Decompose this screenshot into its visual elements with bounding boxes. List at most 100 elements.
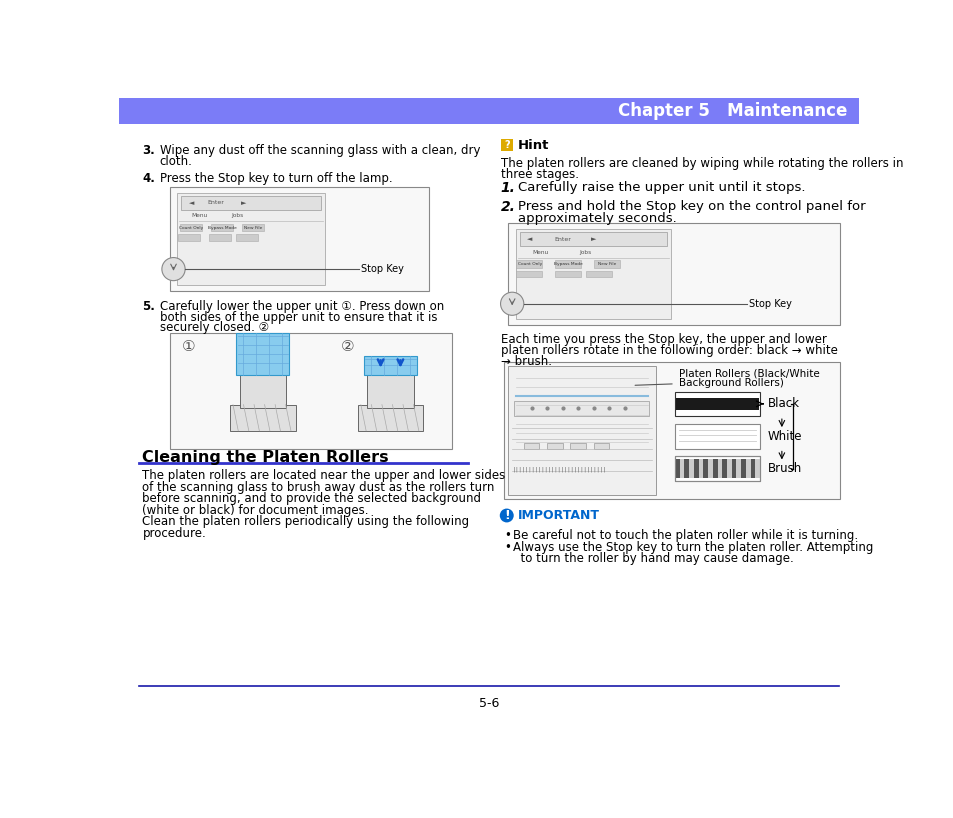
Text: Black: Black xyxy=(767,398,799,411)
Bar xyxy=(177,193,324,285)
Bar xyxy=(212,223,233,231)
Bar xyxy=(585,271,612,276)
Text: to turn the roller by hand may cause damage.: to turn the roller by hand may cause dam… xyxy=(513,551,793,564)
Text: (white or black) for document images.: (white or black) for document images. xyxy=(142,504,369,517)
Bar xyxy=(721,459,726,478)
Text: ?: ? xyxy=(503,140,509,151)
Bar xyxy=(674,392,760,416)
Bar xyxy=(750,459,755,478)
Text: Jobs: Jobs xyxy=(232,213,244,218)
Bar xyxy=(674,459,679,478)
Text: •: • xyxy=(504,528,511,542)
Bar xyxy=(180,223,202,231)
Text: Background Rollers): Background Rollers) xyxy=(679,379,782,389)
Bar xyxy=(674,424,760,448)
Bar xyxy=(519,232,666,246)
Circle shape xyxy=(500,292,523,315)
Text: Be careful not to touch the platen roller while it is turning.: Be careful not to touch the platen rolle… xyxy=(513,528,857,542)
Text: procedure.: procedure. xyxy=(142,527,206,540)
Text: 2.: 2. xyxy=(500,200,515,213)
Bar xyxy=(170,187,429,290)
Text: approximately seconds.: approximately seconds. xyxy=(517,212,676,225)
Text: before scanning, and to provide the selected background: before scanning, and to provide the sele… xyxy=(142,492,481,506)
Bar xyxy=(364,356,416,375)
Bar xyxy=(555,271,580,276)
Bar xyxy=(674,456,760,481)
Text: Bypass Mode: Bypass Mode xyxy=(208,226,236,230)
Text: ②: ② xyxy=(341,339,355,354)
Text: Wipe any dust off the scanning glass with a clean, dry: Wipe any dust off the scanning glass wit… xyxy=(159,144,479,157)
Bar xyxy=(170,333,452,448)
Bar xyxy=(239,372,285,408)
Bar xyxy=(508,222,840,326)
Text: ◄: ◄ xyxy=(527,236,532,242)
Text: platen rollers rotate in the following order: black → white: platen rollers rotate in the following o… xyxy=(500,344,837,357)
Text: |||||||||||||||||||||||||||||: ||||||||||||||||||||||||||||| xyxy=(512,466,606,472)
Text: both sides of the upper unit to ensure that it is: both sides of the upper unit to ensure t… xyxy=(159,311,436,324)
Bar xyxy=(181,196,320,209)
Text: New File: New File xyxy=(244,226,262,230)
Text: 3.: 3. xyxy=(142,144,155,157)
Bar xyxy=(500,139,513,151)
Bar xyxy=(698,459,702,478)
Bar xyxy=(119,98,858,124)
Text: The platen rollers are cleaned by wiping while rotating the rollers in: The platen rollers are cleaned by wiping… xyxy=(500,157,902,170)
Text: Brush: Brush xyxy=(767,462,801,475)
Bar xyxy=(570,443,585,449)
Bar xyxy=(357,405,423,431)
Text: Menu: Menu xyxy=(532,249,548,254)
Bar xyxy=(514,401,649,416)
Text: cloth.: cloth. xyxy=(159,155,193,169)
Bar xyxy=(209,235,231,240)
Text: Count Only: Count Only xyxy=(517,262,541,266)
Bar xyxy=(674,456,760,481)
Text: ►: ► xyxy=(590,236,596,242)
Bar xyxy=(230,405,295,431)
Bar xyxy=(516,229,670,319)
Text: Clean the platen rollers periodically using the following: Clean the platen rollers periodically us… xyxy=(142,515,469,528)
Text: 1.: 1. xyxy=(500,182,515,196)
Bar xyxy=(504,362,840,498)
Text: Enter: Enter xyxy=(554,236,571,241)
Bar xyxy=(367,372,413,408)
Bar xyxy=(236,235,257,240)
Text: Press and hold the Stop key on the control panel for: Press and hold the Stop key on the contr… xyxy=(517,200,864,213)
Text: White: White xyxy=(767,429,801,443)
Bar xyxy=(546,443,562,449)
Bar xyxy=(523,443,538,449)
Text: Platen Rollers (Black/White: Platen Rollers (Black/White xyxy=(679,368,819,379)
Bar xyxy=(726,459,731,478)
Text: •: • xyxy=(504,541,511,554)
Bar xyxy=(702,459,707,478)
Text: Each time you press the Stop key, the upper and lower: Each time you press the Stop key, the up… xyxy=(500,333,825,346)
Circle shape xyxy=(499,509,513,523)
Bar xyxy=(688,459,693,478)
Bar xyxy=(707,459,712,478)
Text: ◄: ◄ xyxy=(189,200,193,206)
Bar xyxy=(731,459,736,478)
Bar xyxy=(236,333,289,375)
Text: Carefully lower the upper unit ①. Press down on: Carefully lower the upper unit ①. Press … xyxy=(159,300,443,313)
Text: Always use the Stop key to turn the platen roller. Attempting: Always use the Stop key to turn the plat… xyxy=(513,541,872,554)
Text: ►: ► xyxy=(240,200,246,206)
Text: Cleaning the Platen Rollers: Cleaning the Platen Rollers xyxy=(142,450,389,465)
Bar xyxy=(555,260,580,267)
Bar xyxy=(593,443,608,449)
Text: 4.: 4. xyxy=(142,172,155,185)
Bar xyxy=(178,235,199,240)
Bar xyxy=(516,260,542,267)
Text: Enter: Enter xyxy=(208,200,224,205)
Text: of the scanning glass to brush away dust as the rollers turn: of the scanning glass to brush away dust… xyxy=(142,481,495,494)
Bar xyxy=(242,223,264,231)
Text: → brush.: → brush. xyxy=(500,354,551,367)
Text: Carefully raise the upper unit until it stops.: Carefully raise the upper unit until it … xyxy=(517,182,804,195)
Text: Menu: Menu xyxy=(191,213,207,218)
Text: IMPORTANT: IMPORTANT xyxy=(517,509,599,522)
Text: 5-6: 5-6 xyxy=(478,697,498,710)
Text: Hint: Hint xyxy=(517,138,548,151)
Bar xyxy=(675,398,759,410)
Text: securely closed. ②: securely closed. ② xyxy=(159,321,269,335)
Bar xyxy=(508,366,655,495)
Text: ①: ① xyxy=(182,339,195,354)
Text: Bypass Mode: Bypass Mode xyxy=(554,262,582,266)
